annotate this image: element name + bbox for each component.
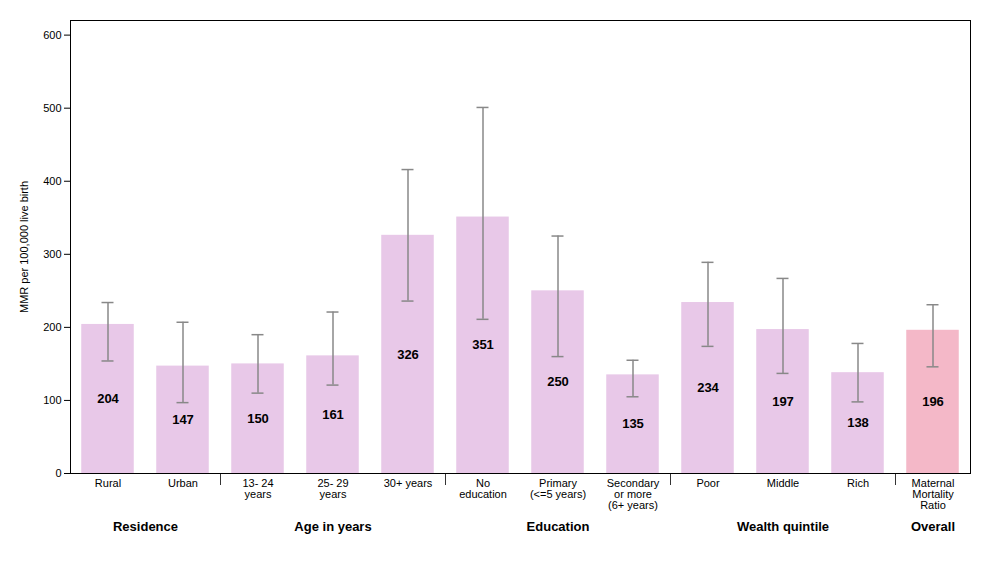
svg-text:Rich: Rich	[847, 477, 869, 489]
svg-text:161: 161	[322, 407, 344, 422]
svg-text:Secondaryor more(6+ years): Secondaryor more(6+ years)	[607, 477, 660, 511]
svg-text:13- 24years: 13- 24years	[242, 477, 273, 500]
svg-text:30+ years: 30+ years	[384, 477, 433, 489]
svg-text:600: 600	[43, 29, 61, 41]
svg-text:135: 135	[622, 416, 644, 431]
svg-text:400: 400	[43, 175, 61, 187]
svg-text:25- 29years: 25- 29years	[317, 477, 348, 500]
svg-text:351: 351	[472, 337, 494, 352]
svg-text:Primary(<=5 years): Primary(<=5 years)	[530, 477, 586, 500]
svg-text:300: 300	[43, 248, 61, 260]
svg-text:200: 200	[43, 321, 61, 333]
svg-text:250: 250	[547, 374, 569, 389]
svg-text:500: 500	[43, 102, 61, 114]
svg-text:196: 196	[922, 394, 944, 409]
svg-text:Urban: Urban	[168, 477, 198, 489]
svg-text:Noeducation: Noeducation	[459, 477, 507, 500]
svg-text:Residence: Residence	[113, 519, 178, 534]
svg-text:Education: Education	[527, 519, 590, 534]
svg-text:150: 150	[247, 411, 269, 426]
svg-text:Wealth quintile: Wealth quintile	[737, 519, 829, 534]
svg-text:197: 197	[772, 394, 794, 409]
svg-text:147: 147	[172, 412, 194, 427]
svg-text:204: 204	[97, 391, 119, 406]
svg-text:Age in years: Age in years	[294, 519, 371, 534]
svg-text:0: 0	[55, 467, 61, 479]
svg-text:138: 138	[847, 415, 869, 430]
svg-text:MaternalMortalityRatio: MaternalMortalityRatio	[912, 477, 955, 511]
svg-text:Middle: Middle	[767, 477, 799, 489]
svg-text:Rural: Rural	[95, 477, 121, 489]
svg-text:MMR per 100,000 live birth: MMR per 100,000 live birth	[18, 181, 30, 313]
svg-text:234: 234	[697, 380, 719, 395]
svg-text:Overall: Overall	[911, 519, 955, 534]
svg-text:326: 326	[397, 347, 419, 362]
svg-text:Poor: Poor	[696, 477, 720, 489]
svg-text:100: 100	[43, 394, 61, 406]
